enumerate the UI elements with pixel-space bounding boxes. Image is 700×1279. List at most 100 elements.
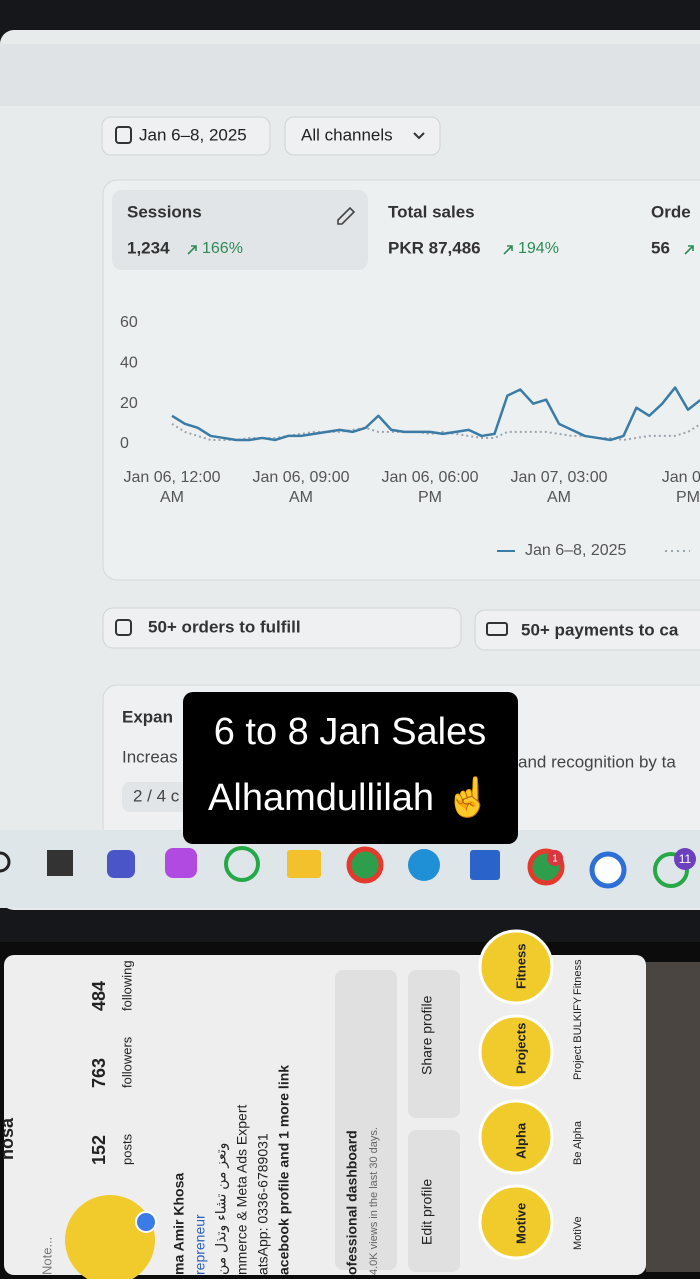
task-icon <box>486 622 508 636</box>
y-tick-label: 40 <box>120 355 138 372</box>
dashboard-subtitle: 4.0K views in the last 30 days. <box>368 1127 380 1275</box>
stat-value: 484 <box>89 981 109 1011</box>
x-tick-label: Jan 06, 09:00 <box>253 469 350 486</box>
username: nosa <box>0 1117 17 1160</box>
progress-text: 2 / 4 c <box>133 786 180 805</box>
caption-box <box>183 692 518 844</box>
metric-label: Orde <box>651 202 691 221</box>
stat-label: following <box>119 960 134 1011</box>
highlight[interactable] <box>478 1014 554 1090</box>
taskview-icon[interactable] <box>47 850 73 876</box>
metric-change: 166% <box>202 240 243 257</box>
highlight-icon-text: Alpha <box>513 1122 528 1159</box>
whatsapp-icon[interactable] <box>224 846 260 882</box>
chevron <box>413 132 425 140</box>
x-tick-label: AM <box>547 489 571 506</box>
search-icon[interactable] <box>0 851 11 873</box>
highlight-icon-text: Motive <box>513 1203 528 1244</box>
stat-label: posts <box>119 1133 134 1165</box>
up-arrow <box>503 245 513 255</box>
highlight-icon-text: Fitness <box>513 943 528 989</box>
metric-value: 56 <box>651 238 670 257</box>
stat-value: 152 <box>89 1135 109 1165</box>
up-arrow <box>187 245 197 255</box>
chrome-icon[interactable] <box>346 846 384 884</box>
card-text: and recognition by ta <box>518 752 676 771</box>
card-title: Expan <box>122 707 173 726</box>
bio-line: mmerce & Meta Ads Expert <box>234 1104 250 1275</box>
x-tick-label: AM <box>160 489 184 506</box>
badge-count: 1 <box>552 854 558 865</box>
task-text: 50+ payments to ca <box>521 620 679 639</box>
series-line <box>171 386 700 442</box>
y-tick-label: 60 <box>120 314 138 331</box>
x-tick-label: Jan 06, 12:00 <box>124 469 221 486</box>
x-tick-label: AM <box>289 489 313 506</box>
x-tick-label: Jan 06, 06:00 <box>382 469 479 486</box>
highlight[interactable] <box>478 929 554 1005</box>
date-filter[interactable] <box>101 116 271 156</box>
note: Note... <box>39 1237 54 1275</box>
caption-line: 6 to 8 Jan Sales <box>214 711 487 753</box>
button-label: Edit profile <box>419 1179 435 1245</box>
edge-icon[interactable] <box>408 849 440 881</box>
y-tick-label: 20 <box>120 395 138 412</box>
date-filter-text: Jan 6–8, 2025 <box>139 125 247 144</box>
x-tick-label: Jan 07, <box>662 469 700 486</box>
highlight-label: MotiVe <box>572 1216 584 1250</box>
phone-image-strip <box>646 962 700 1272</box>
highlight-label: Project BULKIFY <box>572 996 584 1080</box>
app-icon[interactable] <box>107 850 135 878</box>
folder-icon[interactable] <box>287 850 321 878</box>
highlight-label: Fitness <box>572 959 584 995</box>
task-text: 50+ orders to fulfill <box>148 617 301 636</box>
edit-icon[interactable] <box>337 206 356 225</box>
task-icon <box>115 619 132 636</box>
channel-filter[interactable] <box>284 116 441 156</box>
calendar-icon <box>115 126 132 144</box>
highlight[interactable] <box>478 1099 554 1175</box>
analytics-card <box>102 179 700 581</box>
progress-badge <box>122 782 202 812</box>
bio-line: acebook profile and 1 more link <box>276 1065 292 1275</box>
task-button[interactable] <box>474 609 700 651</box>
bio-line: atsApp: 0336-6789031 <box>255 1133 271 1275</box>
badge <box>674 848 696 870</box>
caption-line: Alhamdullilah ☝️ <box>208 774 492 820</box>
store-icon[interactable] <box>470 850 500 880</box>
whatsapp-icon[interactable] <box>653 852 689 888</box>
avatar <box>65 1195 155 1279</box>
metric-label: Sessions <box>127 202 202 221</box>
copilot-icon[interactable] <box>165 848 197 878</box>
card-text: Increas <box>122 747 178 766</box>
x-tick-label: PM <box>418 489 442 506</box>
metric-highlight <box>112 190 368 270</box>
edit-button[interactable] <box>408 1130 460 1272</box>
y-tick-label: 0 <box>120 435 129 452</box>
task-button[interactable] <box>102 607 462 649</box>
bio-line: وتعز من تشاء وتذل من <box>213 1143 230 1275</box>
sessions-chart: 0 20 40 60 Jan 06, 12:00 AM Jan 06, 09:00 AM Jan… <box>120 314 700 506</box>
dashboard-panel[interactable] <box>335 970 397 1270</box>
highlight-icon-text: Projects <box>513 1023 528 1074</box>
metric-change: 194% <box>518 240 559 257</box>
legend-label: Jan 6–8, 2025 <box>525 542 627 559</box>
chrome-icon[interactable] <box>589 851 627 889</box>
channel-filter-text: All channels <box>301 125 393 144</box>
highlight-label: Be Alpha <box>572 1120 584 1165</box>
add-story[interactable] <box>135 1211 157 1233</box>
highlight[interactable] <box>478 1184 554 1260</box>
header-strip <box>0 44 700 106</box>
badge-count: 11 <box>679 852 692 866</box>
metric-value: PKR 87,486 <box>388 238 481 257</box>
bio-line: repreneur <box>192 1214 208 1275</box>
share-button[interactable] <box>408 970 460 1118</box>
button-label: Share profile <box>419 995 435 1075</box>
x-tick-label: PM <box>676 489 700 506</box>
metric-value: 1,234 <box>127 238 170 257</box>
x-tick-label: Jan 07, 03:00 <box>511 469 608 486</box>
up-arrow <box>684 245 694 255</box>
badge <box>547 850 563 866</box>
